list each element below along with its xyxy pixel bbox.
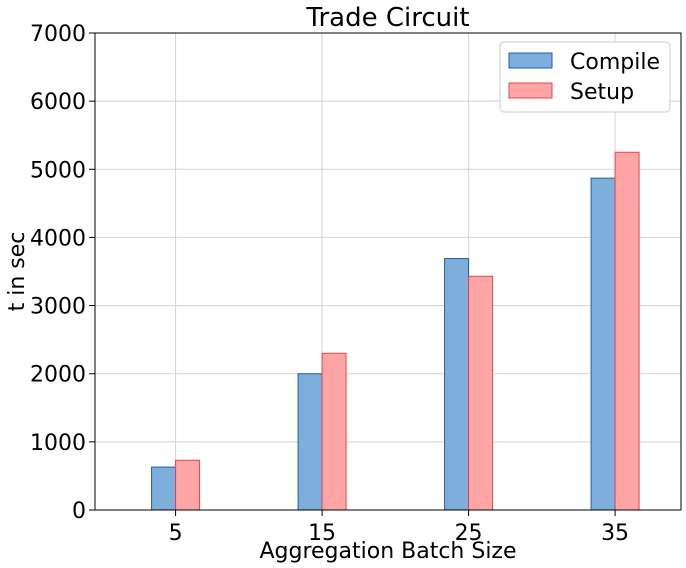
y-axis: 0 1000 2000 3000 4000 5000 6000 7000 [30,22,95,524]
bar-compile-25 [444,258,470,511]
y-tick-label: 5000 [30,158,86,183]
x-tick-label: 5 [169,521,183,546]
x-tick-label: 35 [601,521,629,546]
legend-swatch-compile [508,52,553,69]
bar-compile-5 [151,466,177,511]
chart-title: Trade Circuit [305,3,469,33]
bar-setup-25 [468,275,494,511]
x-axis-label: Aggregation Batch Size [259,539,516,564]
legend-label-setup: Setup [570,80,634,105]
y-tick-label: 3000 [30,295,86,320]
bar-compile-35 [590,177,616,511]
y-tick-label: 2000 [30,363,86,388]
y-tick-label: 1000 [30,431,86,456]
x-tick-label: 15 [308,521,336,546]
legend-label-compile: Compile [570,50,660,75]
y-tick-label: 7000 [30,22,86,47]
legend: Compile Setup [499,41,671,113]
y-axis-label: t in sec [5,232,30,312]
x-tick-label: 25 [455,521,483,546]
y-tick-label: 0 [72,499,86,524]
bar-compile-15 [297,373,323,511]
y-tick-label: 6000 [30,90,86,115]
bars [151,151,640,511]
bar-setup-15 [321,352,347,511]
legend-swatch-setup [508,82,553,99]
x-axis: 5 15 25 35 [169,510,629,546]
plot-frame [94,32,682,511]
y-tick-label: 4000 [30,226,86,251]
bar-setup-5 [175,459,201,511]
bar-setup-35 [614,151,640,511]
